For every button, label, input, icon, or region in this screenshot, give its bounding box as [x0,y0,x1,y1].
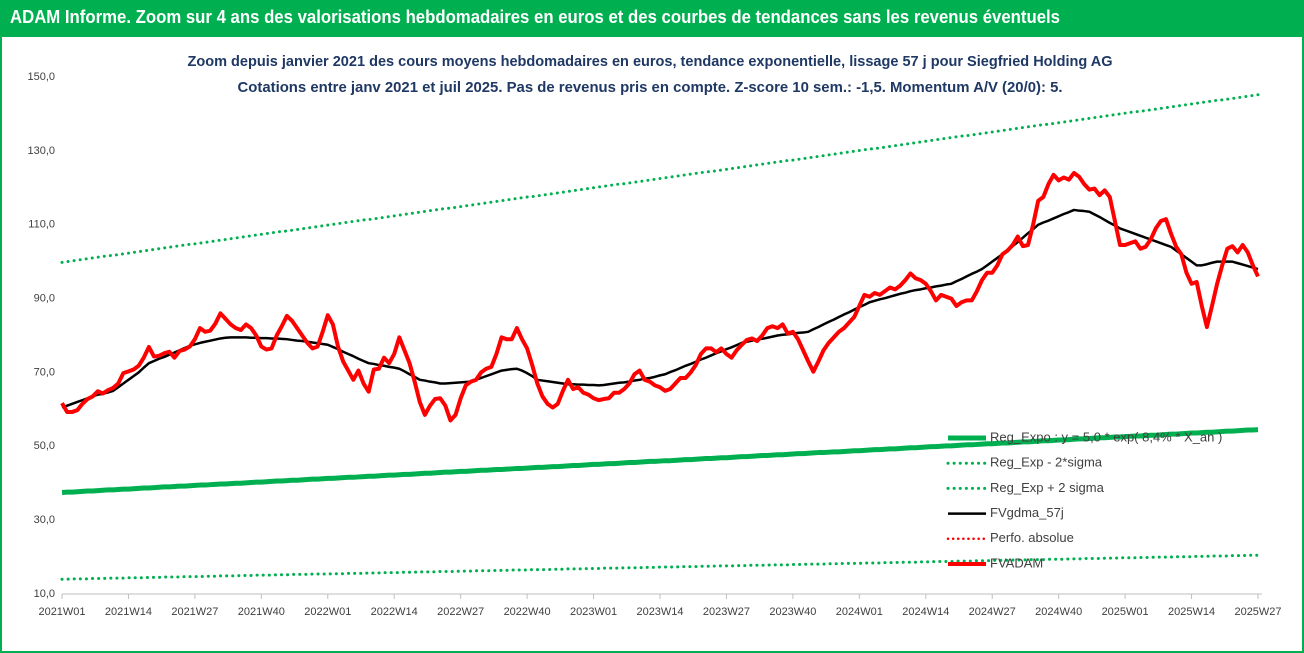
chart-subtitle: Cotations entre janv 2021 et juil 2025. … [238,79,1063,96]
legend-label: Reg_Expo : y = 5,0 * exp( 8,4% * X_an ) [990,429,1222,444]
x-tick-label: 2024W40 [1035,606,1082,618]
x-tick-label: 2021W27 [171,606,218,618]
legend-label: FVgdma_57j [990,505,1064,520]
series-line [60,93,1260,264]
x-tick-label: 2025W01 [1102,606,1149,618]
x-tick-label: 2025W27 [1234,606,1281,618]
y-tick-label: 30,0 [34,514,55,526]
x-tick-label: 2021W14 [105,606,152,618]
x-tick-label: 2021W01 [38,606,85,618]
legend-label: Reg_Exp + 2 sigma [990,480,1105,495]
y-tick-label: 50,0 [34,440,55,452]
x-tick-label: 2023W14 [636,606,683,618]
x-tick-label: 2022W01 [304,606,351,618]
x-tick-label: 2021W40 [238,606,285,618]
header-band [0,0,1304,35]
x-tick-label: 2022W40 [504,606,551,618]
y-tick-label: 10,0 [34,588,55,600]
x-tick-label: 2023W01 [570,606,617,618]
y-tick-label: 110,0 [28,219,55,231]
x-tick-label: 2024W14 [902,606,949,618]
series-line [61,208,1259,409]
x-tick-label: 2023W27 [703,606,750,618]
y-tick-label: 130,0 [27,145,55,157]
series-line [60,171,1260,423]
chart-title: Zoom depuis janvier 2021 des cours moyen… [188,53,1113,70]
x-tick-label: 2025W14 [1168,606,1215,618]
x-tick-label: 2024W01 [836,606,883,618]
y-tick-label: 90,0 [34,292,55,304]
x-tick-label: 2022W27 [437,606,484,618]
y-tick-label: 70,0 [34,366,55,378]
legend-label: FVADAM [990,555,1043,570]
header-title: ADAM Informe. Zoom sur 4 ans des valoris… [10,7,1060,27]
chart-border [0,35,1304,653]
legend-label: Perfo. absolue [990,530,1074,545]
x-tick-label: 2023W40 [769,606,816,618]
y-tick-label: 150,0 [27,71,55,83]
series-line [61,427,1259,495]
x-tick-label: 2024W27 [969,606,1016,618]
x-tick-label: 2022W14 [371,606,418,618]
legend-label: Reg_Exp - 2*sigma [990,455,1103,470]
series-line [60,553,1260,581]
